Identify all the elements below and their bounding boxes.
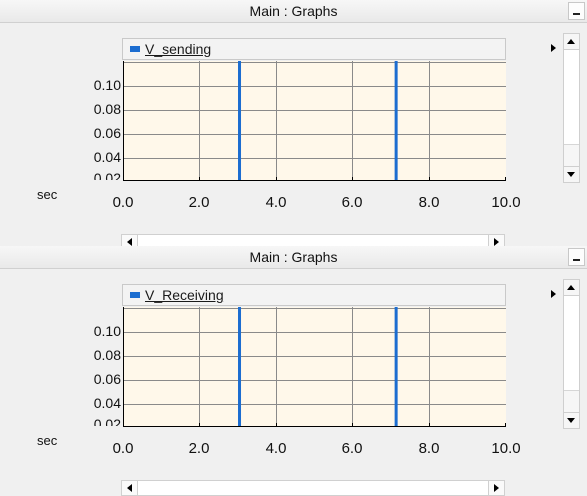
- x-axis-unit-label: sec: [37, 187, 58, 202]
- y-tick-label: 0.06: [93, 125, 121, 141]
- vertical-scrollbar[interactable]: [563, 33, 580, 183]
- legend-label[interactable]: V_Receiving: [145, 287, 224, 303]
- x-tick-label: 6.0: [341, 194, 363, 211]
- x-tick-label: 4.0: [265, 194, 287, 211]
- x-tick-label: 4.0: [265, 440, 287, 457]
- panel-title: Main : Graphs: [249, 249, 338, 265]
- y-tick-label: 0.02: [93, 170, 121, 180]
- scroll-up-arrow-icon[interactable]: [564, 280, 579, 296]
- scroll-down-arrow-icon[interactable]: [564, 166, 579, 182]
- legend-box: V_sending: [122, 38, 506, 60]
- scroll-thumb[interactable]: [138, 481, 488, 495]
- minimize-button[interactable]: [568, 2, 585, 20]
- scroll-up-arrow-icon[interactable]: [564, 34, 579, 50]
- y-tick-label: 0.08: [93, 101, 121, 117]
- y-tick-label: 0.06: [93, 371, 121, 387]
- graph-panel-2: Main : Graphs V_Receiving 0.10 0.08 0.06…: [0, 246, 587, 496]
- y-tick-label: 0.04: [93, 149, 121, 165]
- series-color-swatch: [130, 46, 140, 52]
- scroll-left-arrow-icon[interactable]: [122, 235, 138, 249]
- y-tick-label: 0.02: [93, 416, 121, 426]
- legend-label[interactable]: V_sending: [145, 41, 212, 57]
- scroll-down-arrow-icon[interactable]: [564, 412, 579, 428]
- vertical-scrollbar[interactable]: [563, 279, 580, 429]
- scroll-thumb[interactable]: [564, 50, 579, 145]
- x-tick-label: 10.0: [491, 194, 521, 211]
- panel-titlebar[interactable]: Main : Graphs: [0, 0, 587, 23]
- minimize-button[interactable]: [568, 248, 585, 266]
- y-tick-label: 0.08: [93, 347, 121, 363]
- plot-background: [123, 307, 506, 427]
- x-axis-unit-label: sec: [37, 433, 58, 448]
- plot-svg: [123, 61, 506, 181]
- x-tick-label: 0.0: [112, 194, 134, 211]
- y-tick-label: 0.04: [93, 395, 121, 411]
- scroll-left-arrow-icon[interactable]: [122, 481, 138, 495]
- y-tick-label: 0.10: [93, 323, 121, 339]
- horizontal-scrollbar[interactable]: [121, 480, 505, 496]
- x-tick-label: 2.0: [188, 440, 210, 457]
- x-tick-label: 6.0: [341, 440, 363, 457]
- series-color-swatch: [130, 292, 140, 298]
- plot-area: [123, 307, 506, 427]
- scroll-thumb[interactable]: [138, 235, 488, 249]
- x-tick-label: 10.0: [491, 440, 521, 457]
- scroll-right-arrow-icon[interactable]: [488, 235, 504, 249]
- x-tick-label: 8.0: [418, 194, 440, 211]
- panel-titlebar[interactable]: Main : Graphs: [0, 246, 587, 269]
- panel-title: Main : Graphs: [249, 3, 338, 19]
- legend-expand-arrow-icon[interactable]: [551, 44, 556, 52]
- scroll-thumb[interactable]: [564, 296, 579, 391]
- graph-panel-1: Main : Graphs V_sending 0.10 0.08 0.06 0…: [0, 0, 587, 250]
- x-tick-label: 0.0: [112, 440, 134, 457]
- plot-background: [123, 61, 506, 181]
- x-tick-label: 8.0: [418, 440, 440, 457]
- x-tick-label: 2.0: [188, 194, 210, 211]
- legend-box: V_Receiving: [122, 284, 506, 306]
- plot-svg: [123, 307, 506, 427]
- scroll-right-arrow-icon[interactable]: [488, 481, 504, 495]
- y-tick-label: 0.10: [93, 77, 121, 93]
- plot-area: [123, 61, 506, 181]
- legend-expand-arrow-icon[interactable]: [551, 290, 556, 298]
